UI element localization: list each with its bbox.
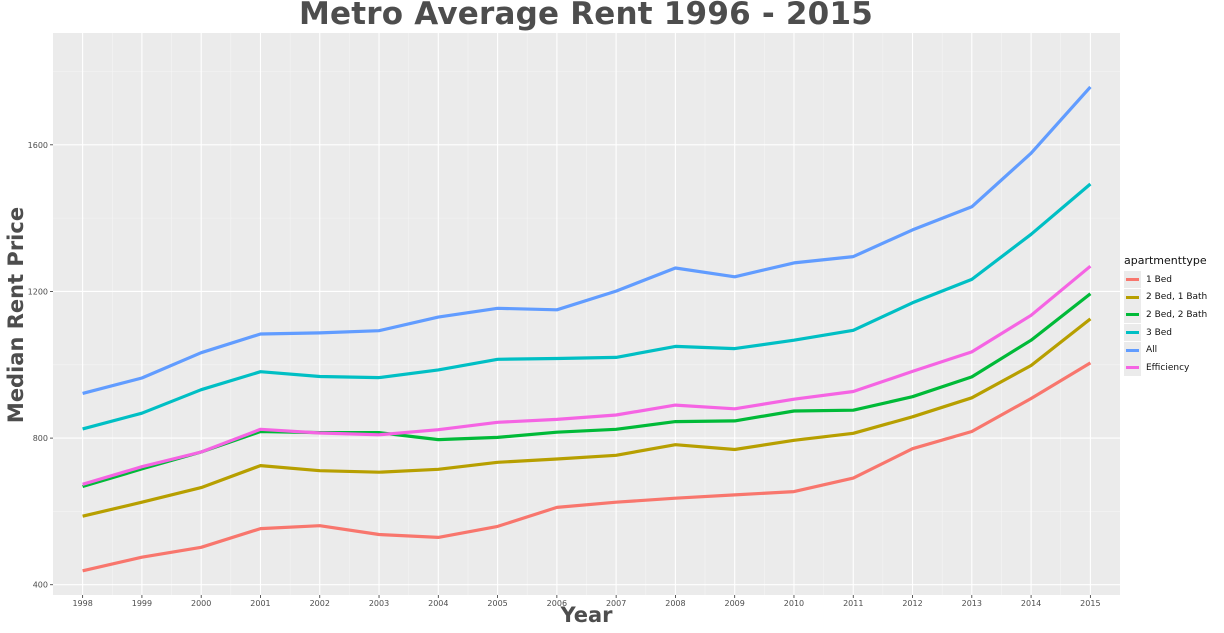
x-tick-label: 2000	[191, 599, 211, 608]
y-tick-label: 800	[33, 434, 48, 443]
legend-label: Efficiency	[1146, 362, 1190, 373]
x-tick-label: 2009	[725, 599, 745, 608]
legend-item-all: All	[1124, 341, 1207, 359]
x-axis: 1998 1999 2000 2001 2002 2003 2004 2005 2006 2007…	[72, 595, 1101, 608]
legend-swatch	[1126, 331, 1139, 335]
legend-items: 1 Bed 2 Bed, 1 Bath 2 Bed, 2 Bath 3 Bed All E…	[1124, 271, 1207, 377]
legend-key	[1124, 324, 1141, 342]
legend-key	[1124, 288, 1141, 306]
chart-title: Metro Average Rent 1996 - 2015	[299, 0, 873, 32]
x-tick-label: 2012	[902, 599, 922, 608]
series-line-all	[82, 85, 1092, 395]
x-tick-label: 2011	[843, 599, 863, 608]
legend-label: 3 Bed	[1146, 327, 1173, 338]
legend-key	[1124, 271, 1141, 289]
y-tick-label: 400	[33, 581, 48, 590]
x-tick-label: 2013	[962, 599, 982, 608]
x-tick-label: 2003	[369, 599, 389, 608]
x-tick-label: 2007	[606, 599, 626, 608]
legend-swatch	[1126, 313, 1139, 317]
legend-key	[1124, 341, 1141, 359]
x-tick-label: 2008	[665, 599, 685, 608]
legend-swatch	[1126, 348, 1139, 352]
x-tick-label: 2014	[1021, 599, 1041, 608]
legend-label: All	[1146, 345, 1158, 356]
legend-key	[1124, 359, 1141, 377]
legend-swatch	[1126, 366, 1139, 370]
x-axis-title: Year	[560, 603, 613, 627]
x-tick-label: 2015	[1080, 599, 1100, 608]
legend-item-3-bed: 3 Bed	[1124, 324, 1207, 342]
legend-item-2-bed-1-bath: 2 Bed, 1 Bath	[1124, 288, 1208, 307]
legend-label: 2 Bed, 1 Bath	[1146, 292, 1208, 303]
series-lines	[82, 85, 1092, 573]
series-line-1-bed	[82, 361, 1092, 573]
series-line-efficiency	[82, 264, 1092, 486]
y-axis: 400 800 1200 1600	[28, 141, 53, 590]
x-tick-label: 2010	[784, 599, 804, 608]
x-tick-label: 2004	[428, 599, 448, 608]
x-tick-label: 2005	[487, 599, 507, 608]
legend-item-efficiency: Efficiency	[1124, 359, 1207, 377]
legend-swatch	[1126, 295, 1139, 299]
series-line-3-bed	[82, 182, 1092, 431]
y-axis-title: Median Rent Price	[4, 206, 28, 424]
legend-swatch	[1126, 278, 1139, 282]
x-tick-label: 2001	[250, 599, 270, 608]
x-tick-label: 1998	[72, 599, 92, 608]
legend-label: 1 Bed	[1146, 274, 1173, 285]
legend-label: 2 Bed, 2 Bath	[1146, 309, 1208, 320]
series-line-2-bed-1-bath	[82, 317, 1092, 518]
legend-item-2-bed-2-bath: 2 Bed, 2 Bath	[1124, 306, 1207, 324]
legend-title: apartmenttype	[1124, 254, 1207, 267]
x-tick-label: 2002	[310, 599, 330, 608]
y-tick-label: 1600	[28, 141, 48, 150]
x-tick-label: 1999	[132, 599, 152, 608]
y-tick-label: 1200	[28, 287, 48, 296]
series-line-2-bed-2-bath	[82, 292, 1092, 489]
legend: apartmenttype 1 Bed 2 Bed, 1 Bath 2 Bed, 2…	[1124, 254, 1207, 377]
legend-item-1-bed: 1 Bed	[1124, 271, 1207, 289]
legend-key	[1124, 306, 1141, 324]
x-tick-label: 2006	[547, 599, 567, 608]
